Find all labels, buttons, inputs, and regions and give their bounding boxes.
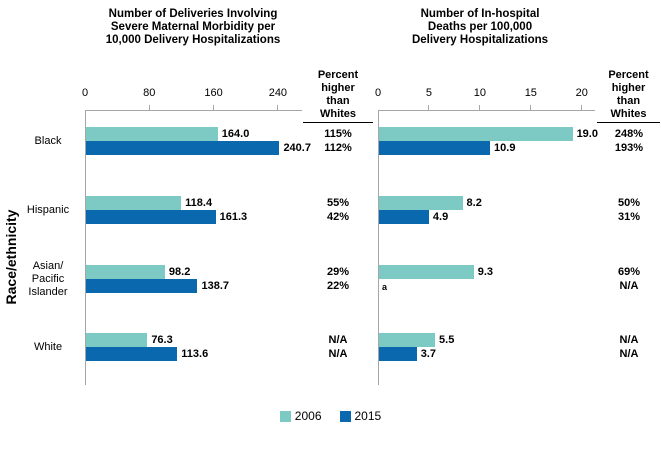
bar-value-label: 118.4	[185, 197, 213, 209]
x-tick-mark	[213, 105, 215, 110]
bar-value-label: 19.0	[576, 128, 598, 140]
percent-value: 31%	[617, 211, 641, 223]
percent-value: N/A	[619, 334, 639, 346]
legend: 2006 2015	[0, 409, 661, 423]
x-tick-label: 240	[268, 87, 288, 99]
bar-2006-asian	[86, 265, 165, 279]
bar-2015-white	[86, 347, 177, 361]
percent-header-whites: Whites	[597, 108, 660, 123]
x-tick-label: 10	[473, 87, 486, 99]
percent-value: N/A	[328, 348, 348, 360]
category-label: Black	[34, 134, 62, 147]
x-tick-mark	[148, 105, 150, 110]
bar-2015-asian	[86, 279, 197, 293]
bar-2006-white	[379, 333, 435, 347]
bar-value-label: 4.9	[432, 211, 449, 223]
percent-value: N/A	[328, 334, 348, 346]
y-axis-line	[85, 110, 86, 385]
legend-swatch-2015	[339, 410, 351, 422]
legend-item-2006: 2006	[279, 409, 322, 423]
legend-item-2015: 2015	[339, 409, 382, 423]
bar-2015-hispanic	[86, 210, 216, 224]
bar-value-label: 76.3	[151, 334, 173, 346]
percent-value: 22%	[326, 280, 350, 292]
category-label: White	[33, 340, 63, 353]
percent-value: 193%	[614, 142, 644, 154]
left-percent-higher-header: Percent higher than Whites	[303, 69, 373, 123]
x-axis-line	[85, 110, 302, 111]
bar-2006-asian	[379, 265, 474, 279]
bar-2006-black	[379, 127, 573, 141]
x-tick-mark	[428, 105, 430, 110]
footnote-marker: a	[382, 282, 388, 292]
bar-value-label: 5.5	[439, 334, 455, 346]
bar-value-label: 9.3	[477, 266, 494, 278]
x-axis-line	[378, 110, 595, 111]
percent-value: 42%	[326, 211, 350, 223]
bar-value-label: 240.7	[283, 142, 311, 154]
bar-2006-white	[86, 333, 147, 347]
right-percent-higher-header: Percent higher than Whites	[597, 69, 660, 123]
bar-2006-hispanic	[86, 196, 181, 210]
right-chart-title: Number of In-hospital Deaths per 100,000…	[411, 8, 549, 46]
x-tick-label: 80	[143, 87, 156, 99]
percent-value: 112%	[324, 142, 352, 154]
x-tick-label: 5	[425, 87, 432, 99]
category-label: Asian/ Pacific Islander	[28, 259, 68, 298]
x-tick-mark	[581, 105, 583, 110]
bar-value-label: 10.9	[494, 142, 516, 154]
percent-value: 29%	[326, 266, 350, 278]
left-chart-title: Number of Deliveries Involving Severe Ma…	[105, 8, 281, 46]
legend-label: 2006	[294, 409, 322, 423]
percent-value: 55%	[326, 197, 350, 209]
x-tick-label: 20	[575, 87, 588, 99]
bar-value-label: 98.2	[168, 266, 191, 278]
x-tick-label: 160	[204, 87, 223, 99]
bar-2015-black	[86, 141, 279, 155]
bar-2006-black	[86, 127, 218, 141]
bar-2015-white	[379, 347, 417, 361]
percent-value: 115%	[324, 128, 352, 140]
x-tick-mark	[530, 105, 532, 110]
x-tick-label: 15	[524, 87, 537, 99]
x-tick-mark	[479, 105, 481, 110]
percent-value: 50%	[617, 197, 641, 209]
category-label: Hispanic	[26, 203, 70, 216]
bar-2015-hispanic	[379, 210, 429, 224]
percent-header-text: Percent higher than	[608, 69, 649, 107]
percent-value: 69%	[617, 266, 641, 278]
percent-header-whites: Whites	[303, 108, 373, 123]
bar-value-label: 138.7	[201, 280, 229, 292]
bar-2015-black	[379, 141, 490, 155]
bar-value-label: 3.7	[420, 348, 436, 360]
percent-value: N/A	[619, 280, 639, 292]
bar-2006-hispanic	[379, 196, 463, 210]
bar-value-label: 8.2	[466, 197, 482, 209]
legend-swatch-2006	[279, 410, 291, 422]
legend-label: 2015	[354, 409, 382, 423]
bar-value-label: 161.3	[219, 211, 248, 223]
y-axis-line	[378, 110, 379, 385]
x-tick-label: 0	[374, 87, 382, 99]
percent-value: N/A	[619, 348, 639, 360]
bar-value-label: 164.0	[221, 128, 250, 140]
x-tick-mark	[277, 105, 279, 110]
percent-header-text: Percent higher than	[317, 69, 359, 107]
percent-value: 248%	[614, 128, 644, 140]
bar-value-label: 113.6	[181, 348, 209, 360]
x-tick-label: 0	[81, 87, 89, 99]
